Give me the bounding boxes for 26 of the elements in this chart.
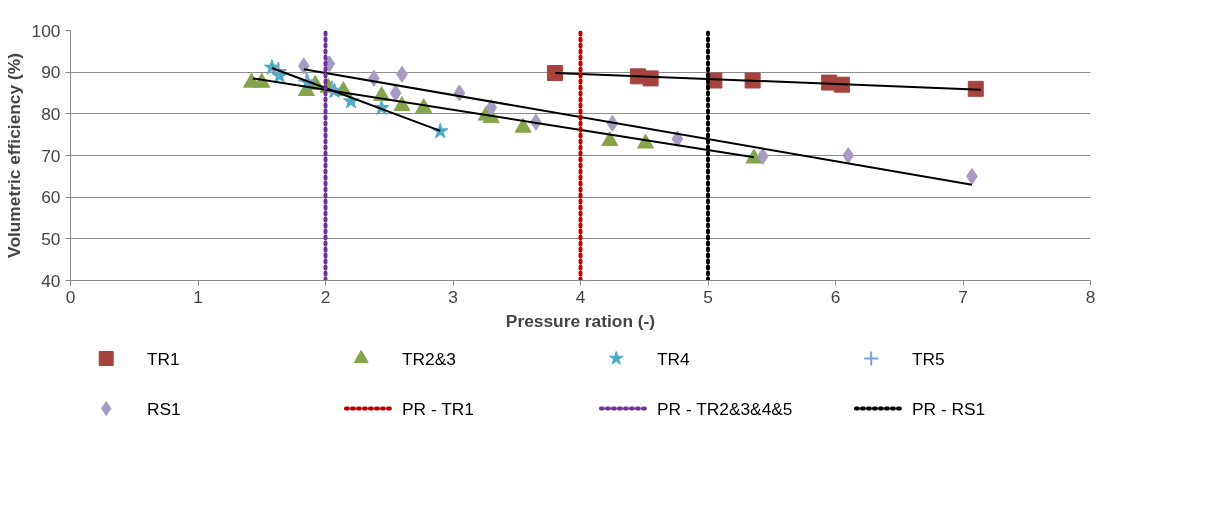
- x-tick-label: 7: [958, 286, 968, 307]
- y-tick-label: 60: [41, 187, 61, 208]
- legend-label: PR - TR2&3&4&5: [657, 398, 793, 419]
- x-tick-label: 3: [448, 286, 458, 307]
- x-tick-label: 6: [830, 286, 841, 307]
- legend-label: TR1: [147, 348, 180, 369]
- y-axis-title: Volumetric efficiency (%): [3, 53, 24, 258]
- legend-label: TR5: [912, 348, 945, 369]
- y-tick-label: 100: [31, 20, 61, 41]
- y-tick-label: 90: [41, 62, 61, 83]
- legend-label: PR - TR1: [402, 398, 474, 419]
- legend-label: TR4: [657, 348, 691, 369]
- legend-label: PR - RS1: [912, 398, 986, 419]
- x-tick-label: 4: [575, 286, 586, 307]
- x-tick-label: 8: [1085, 286, 1096, 307]
- x-tick-label: 2: [320, 286, 331, 307]
- legend-label: RS1: [147, 398, 181, 419]
- y-tick-label: 70: [41, 145, 61, 166]
- y-tick-label: 80: [41, 103, 61, 124]
- y-tick-label: 40: [41, 270, 61, 291]
- x-tick-label: 5: [703, 286, 713, 307]
- x-axis-title: Pressure ration (-): [505, 310, 656, 331]
- x-tick-label: 1: [193, 286, 203, 307]
- legend-label: TR2&3: [402, 348, 456, 369]
- y-tick-label: 50: [41, 228, 61, 249]
- x-tick-label: 0: [65, 286, 76, 307]
